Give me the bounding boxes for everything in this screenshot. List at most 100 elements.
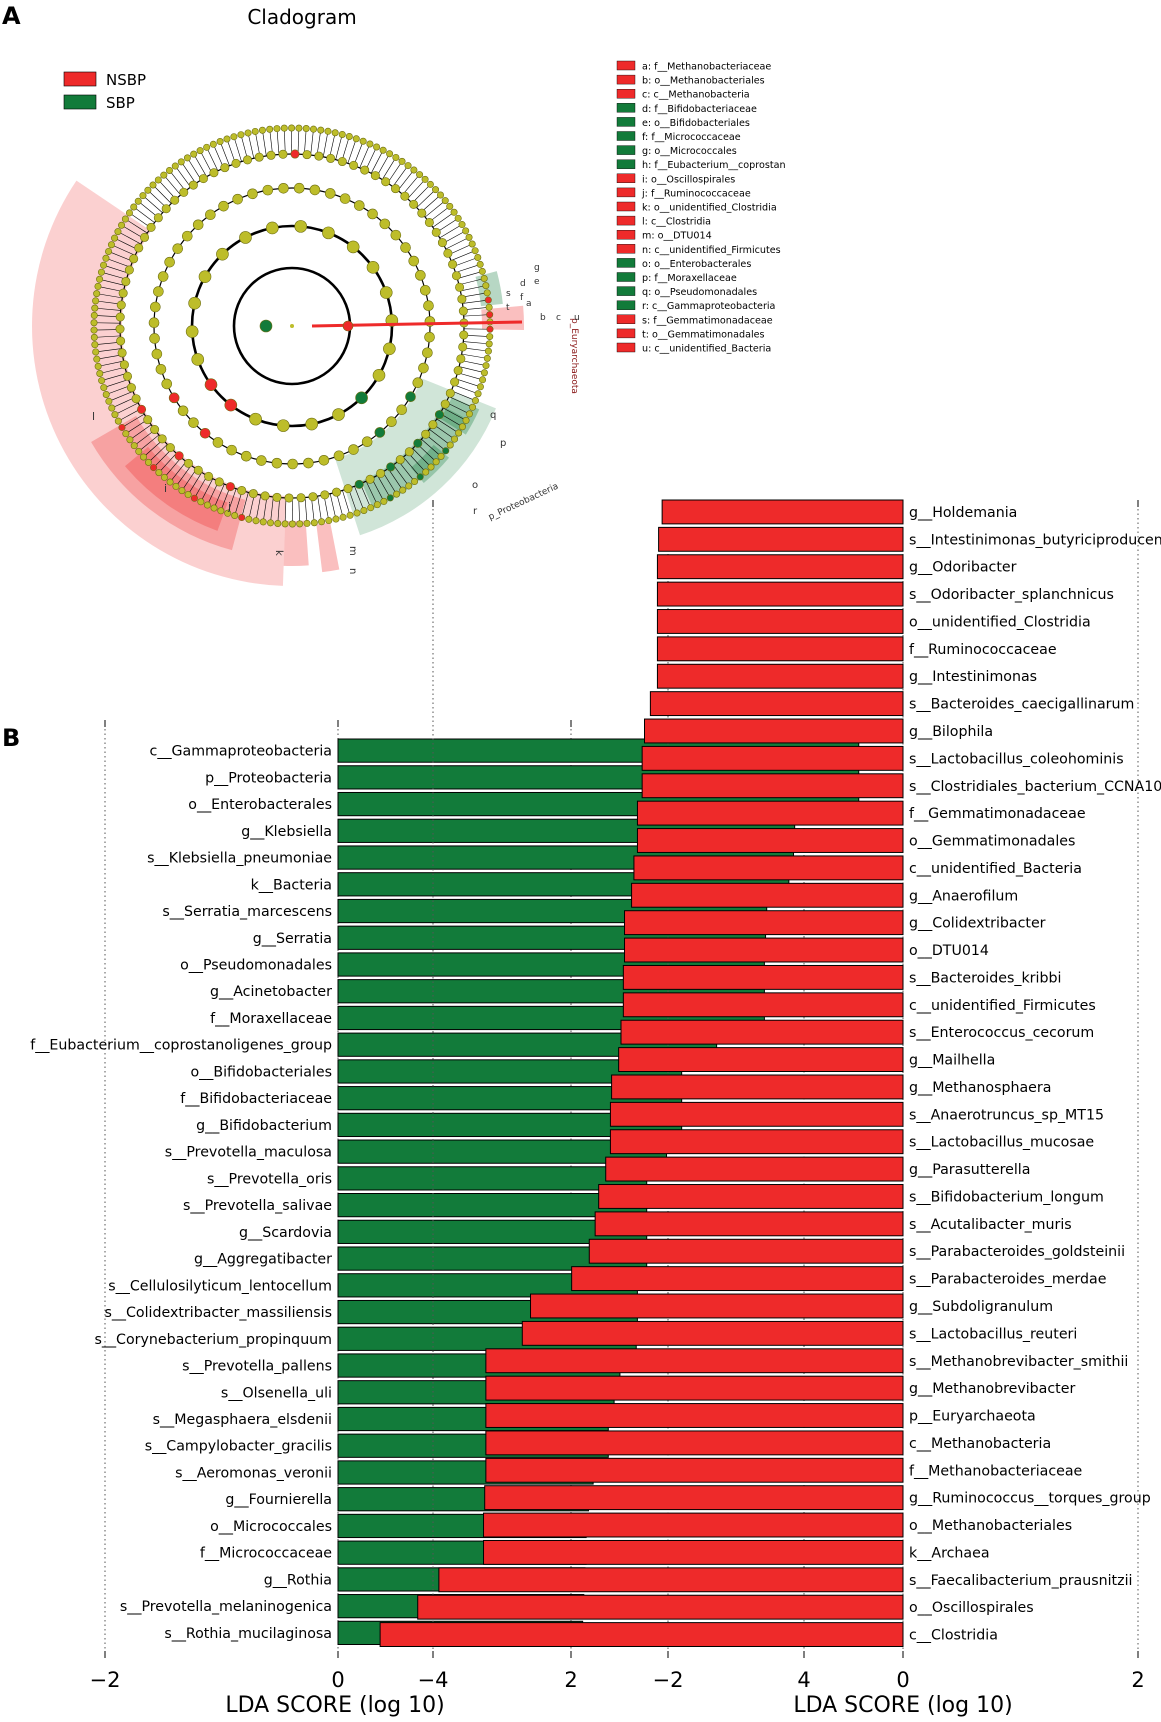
category-label: f__Gemmatimonadaceae [909,806,1086,822]
cladogram-node [134,197,142,205]
bar-g__Colidextribacter [624,910,904,936]
cladogram-node [198,174,208,184]
bar-g__Methanobrevibacter [485,1375,904,1401]
cladogram-node [137,404,147,414]
category-label: s__Parabacteroides_merdae [909,1272,1106,1288]
cladogram-node [94,282,102,290]
cladogram-branch [158,179,177,200]
cladogram-node [135,447,143,455]
key-swatch [616,215,636,226]
cladogram-node [252,517,260,525]
cladogram-node [431,227,441,237]
cladogram-node [157,271,169,282]
key-swatch [616,159,636,169]
category-label: o__Pseudomonadales [180,958,332,974]
cladogram-node [117,348,127,358]
cladogram-node [480,369,488,377]
cladogram-branch [125,218,148,234]
bar-f__Methanobacteriaceae [485,1457,904,1483]
sector-label-t: t [506,303,510,313]
cladogram-node [446,441,454,449]
cladogram-node [197,498,205,506]
sector-label-p: p [500,438,506,449]
bar-s__Lactobacillus_coleohominis [641,745,904,771]
cladogram-node [404,162,412,170]
category-label: s__Lactobacillus_reuteri [909,1326,1077,1342]
cladogram-node [93,355,101,363]
cladogram-node [443,248,453,258]
cladogram-branch [298,497,301,524]
cladogram-branch [96,293,123,299]
cladogram-node [271,457,283,469]
cladogram-key: a: f__Methanobacteriaceae b: o__Methanoba… [616,60,786,355]
key-swatch [616,286,636,296]
key-swatch [616,229,636,240]
cladogram-branch [175,465,192,487]
cladogram-node [339,513,347,521]
cladogram-node [398,157,406,165]
category-label: s__Cellulosilyticum_lentocellum [108,1278,332,1294]
cladogram-branch [455,378,481,388]
sector-label-q: q [490,410,496,421]
cladogram-branch [121,413,145,428]
category-label: o__DTU014 [909,943,989,959]
bar-g__Bilophila [644,718,904,744]
key-swatch [616,117,636,127]
key-entry: s: f__Gemmatimonadaceae [642,315,773,326]
sector-unidentified-clostridia [283,520,309,566]
cladogram-node [140,453,148,461]
cladogram-node [404,447,414,457]
cladogram-node [427,463,435,471]
cladogram-branch [424,200,446,218]
cladogram-branch [304,128,307,155]
cladogram-node [149,181,157,189]
cladogram-branch [354,486,365,511]
cladogram-branch [194,475,208,499]
cladogram-node [220,163,230,173]
cladogram-node [262,184,274,196]
cladogram-node [446,202,454,210]
cladogram-node [360,165,370,175]
cladogram-branch [133,206,155,223]
cladogram-node [210,504,218,512]
cladogram-node [111,234,119,242]
sector-label-r: r [473,506,478,517]
cladogram-node [97,268,105,276]
cladogram-node [396,404,407,416]
key-entry: j: f__Ruminococcaceae [641,188,751,199]
cladogram-branch [459,366,485,374]
cladogram-node [465,233,473,241]
cladogram-node [437,238,447,248]
cladogram-node [184,491,192,499]
cladogram-node [367,504,375,512]
bar-g__Anaerofilum [631,882,904,908]
cladogram-node [303,519,311,527]
cladogram-node [332,487,342,497]
cladogram-node [116,336,126,346]
category-label: f__Micrococcaceae [200,1546,332,1562]
cladogram-node [324,127,332,135]
x-tick-label: 2 [1131,1668,1144,1692]
cladogram-branch [393,464,409,487]
cladogram-node [171,162,179,170]
sector-label-m: m [347,546,358,556]
cladogram-node [179,187,189,197]
panel-label-b: B [2,724,20,752]
cladogram-node [204,378,218,391]
cladogram-node [486,325,494,333]
cladogram-node [214,477,224,487]
bar-f__Ruminococcaceae [656,636,904,662]
key-entry: n: c__unidentified_Firmicutes [642,245,781,256]
category-label: g__Scardovia [239,1225,332,1241]
cladogram-node [166,478,174,486]
cladogram-branch [420,194,441,213]
cladogram-node [160,171,168,179]
bar-s__Parabacteroides_goldsteinii [588,1238,904,1264]
category-label: g__Mailhella [909,1053,995,1069]
cladogram-node [121,215,129,223]
cladogram-node [148,317,160,329]
cladogram-node [276,419,290,432]
cladogram-node [126,383,136,393]
cladogram-node [485,303,493,311]
bar-g__Intestinimonas [656,663,904,689]
